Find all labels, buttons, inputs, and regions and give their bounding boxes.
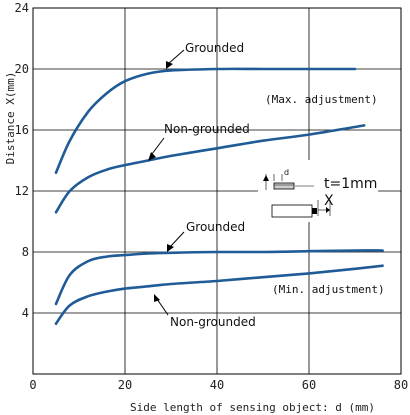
label-nongrounded-upper: Non-grounded <box>164 122 250 136</box>
x-axis-title: Side length of sensing object: d (mm) <box>130 401 375 414</box>
x-tick-labels: 0 20 40 60 80 <box>29 378 408 392</box>
leader-grounded-lower <box>169 231 185 248</box>
label-nongrounded-lower: Non-grounded <box>170 315 256 329</box>
arrowhead-grounded-upper <box>166 61 173 69</box>
series-grounded-max <box>54 67 357 174</box>
series-grounded-min <box>54 249 384 306</box>
x-dim-arrow <box>326 207 330 213</box>
leader-nongrounded-lower <box>156 298 169 316</box>
thickness-arrow-up <box>263 175 269 181</box>
size-symbol-d: d <box>284 168 289 177</box>
arrowhead-grounded-lower <box>167 244 174 252</box>
distance-symbol-x: X <box>324 193 334 209</box>
y-tick-labels: 4 8 12 16 20 24 <box>15 1 29 320</box>
y-tick-label: 12 <box>15 184 29 198</box>
x-tick-label: 80 <box>394 378 408 392</box>
label-grounded-upper: Grounded <box>185 41 244 55</box>
leader-grounded-upper <box>167 49 185 65</box>
x-tick-label: 40 <box>210 378 224 392</box>
series-nongrounded-max <box>54 124 366 214</box>
series-nongrounded-min <box>54 264 384 325</box>
leader-nongrounded-upper <box>151 137 165 155</box>
y-axis-title: Distance X(mm) <box>4 72 17 165</box>
arrowhead-nongrounded-upper <box>148 152 156 161</box>
label-max-adjustment: (Max. adjustment) <box>265 93 378 106</box>
sensing-object-plate <box>273 182 295 190</box>
sensor-face <box>312 208 317 214</box>
sensor-body <box>271 204 313 218</box>
sensing-object-inset: d t=1mm X <box>258 160 378 222</box>
thickness-label: t=1mm <box>324 176 377 192</box>
label-grounded-lower: Grounded <box>186 220 245 234</box>
x-tick-label: 20 <box>118 378 132 392</box>
x-tick-label: 60 <box>302 378 316 392</box>
y-tick-label: 24 <box>15 1 29 15</box>
arrowhead-nongrounded-lower <box>154 294 160 302</box>
y-tick-label: 8 <box>22 245 29 259</box>
series-lines <box>54 67 384 325</box>
y-tick-label: 20 <box>15 62 29 76</box>
label-min-adjustment: (Min. adjustment) <box>272 283 385 296</box>
y-tick-label: 16 <box>15 123 29 137</box>
x-tick-label: 0 <box>29 378 36 392</box>
y-tick-label: 4 <box>22 306 29 320</box>
